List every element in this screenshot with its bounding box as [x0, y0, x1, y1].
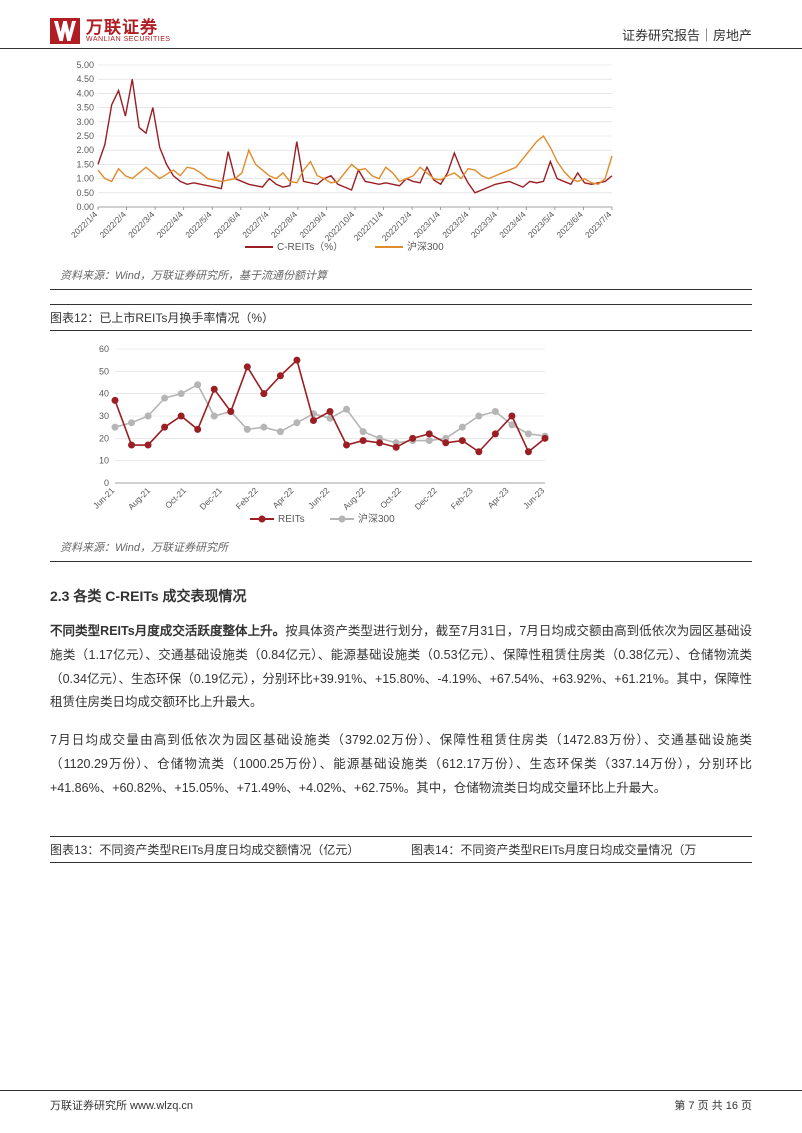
svg-text:5.00: 5.00 [76, 60, 94, 70]
svg-text:Apr-22: Apr-22 [270, 485, 295, 510]
chart14-title: 图表14：不同资产类型REITs月度日均成交量情况（万 [411, 841, 752, 858]
footer-left: 万联证券研究所 www.wlzq.cn [50, 1097, 193, 1113]
bottom-chart-titles: 图表13：不同资产类型REITs月度日均成交额情况（亿元） 图表14：不同资产类… [50, 836, 752, 863]
svg-text:2.50: 2.50 [76, 131, 94, 141]
divider [50, 289, 752, 290]
footer-right: 第 7 页 共 16 页 [674, 1097, 752, 1113]
divider [50, 561, 752, 562]
svg-text:2023/4/4: 2023/4/4 [497, 209, 528, 240]
svg-text:2.00: 2.00 [76, 145, 94, 155]
svg-text:2022/1/4: 2022/1/4 [69, 209, 100, 240]
logo-en: WANLIAN SECURITIES [86, 36, 171, 43]
chart1-source: 资料来源：Wind，万联证券研究所，基于流通份额计算 [60, 267, 802, 283]
chart2-source: 资料来源：Wind，万联证券研究所 [60, 539, 802, 555]
paragraph-1: 不同类型REITs月度成交活跃度整体上升。按具体资产类型进行划分，截至7月31日… [50, 620, 752, 715]
svg-text:2022/10/4: 2022/10/4 [323, 209, 357, 243]
svg-text:3.50: 3.50 [76, 103, 94, 113]
svg-text:Aug-22: Aug-22 [341, 485, 368, 512]
chart-daily-turnover: 0.000.501.001.502.002.503.003.504.004.50… [60, 59, 742, 259]
svg-text:Jun-22: Jun-22 [306, 485, 332, 511]
svg-text:2022/5/4: 2022/5/4 [183, 209, 214, 240]
page-header: 万联证券 WANLIAN SECURITIES 证券研究报告｜房地产 [0, 0, 802, 49]
svg-text:Oct-22: Oct-22 [378, 485, 403, 510]
p1-lead: 不同类型REITs月度成交活跃度整体上升。 [50, 624, 285, 638]
paragraph-2: 7月日均成交量由高到低依次为园区基础设施类（3792.02万份）、保障性租赁住房… [50, 729, 752, 800]
svg-text:沪深300: 沪深300 [358, 512, 395, 525]
svg-text:60: 60 [99, 344, 109, 354]
chart-monthly-turnover: 0102030405060Jun-21Aug-21Oct-21Dec-21Feb… [60, 341, 742, 531]
section-body: 2.3 各类 C-REITs 成交表现情况 不同类型REITs月度成交活跃度整体… [0, 586, 802, 800]
svg-text:2023/3/4: 2023/3/4 [469, 209, 500, 240]
svg-text:Jun-21: Jun-21 [91, 485, 117, 511]
chart13-title: 图表13：不同资产类型REITs月度日均成交额情况（亿元） [50, 841, 391, 858]
svg-text:2023/5/4: 2023/5/4 [526, 209, 557, 240]
svg-text:1.00: 1.00 [76, 174, 94, 184]
chart12-title-row: 图表12：已上市REITs月换手率情况（%） [50, 304, 752, 331]
svg-text:2023/2/4: 2023/2/4 [440, 209, 471, 240]
svg-text:2023/6/4: 2023/6/4 [554, 209, 585, 240]
svg-text:20: 20 [99, 433, 109, 443]
svg-text:2022/4/4: 2022/4/4 [155, 209, 186, 240]
svg-text:4.50: 4.50 [76, 74, 94, 84]
svg-text:1.50: 1.50 [76, 159, 94, 169]
svg-text:10: 10 [99, 456, 109, 466]
svg-text:Dec-22: Dec-22 [412, 485, 439, 512]
svg-text:Jun-23: Jun-23 [521, 485, 547, 511]
svg-text:REITs: REITs [278, 514, 305, 525]
header-category: 证券研究报告｜房地产 [622, 25, 752, 44]
chart12-title: 图表12：已上市REITs月换手率情况（%） [50, 311, 274, 325]
logo-icon [50, 18, 80, 44]
svg-text:沪深300: 沪深300 [407, 240, 444, 253]
svg-text:0.50: 0.50 [76, 188, 94, 198]
svg-text:30: 30 [99, 411, 109, 421]
svg-text:C-REITs（%）: C-REITs（%） [277, 241, 343, 253]
svg-text:50: 50 [99, 366, 109, 376]
svg-text:2022/12/4: 2022/12/4 [380, 209, 414, 243]
svg-text:2022/7/4: 2022/7/4 [240, 209, 271, 240]
logo: 万联证券 WANLIAN SECURITIES [50, 18, 171, 44]
svg-text:Aug-21: Aug-21 [126, 485, 153, 512]
svg-text:4.00: 4.00 [76, 88, 94, 98]
logo-cn: 万联证券 [86, 19, 171, 36]
svg-text:Feb-22: Feb-22 [234, 485, 260, 511]
svg-text:2022/6/4: 2022/6/4 [212, 209, 243, 240]
svg-text:Apr-23: Apr-23 [485, 485, 510, 510]
svg-text:Oct-21: Oct-21 [163, 485, 188, 510]
svg-text:2022/2/4: 2022/2/4 [97, 209, 128, 240]
svg-text:2023/7/4: 2023/7/4 [583, 209, 614, 240]
svg-text:3.00: 3.00 [76, 117, 94, 127]
page-footer: 万联证券研究所 www.wlzq.cn 第 7 页 共 16 页 [0, 1090, 802, 1113]
svg-text:2022/8/4: 2022/8/4 [269, 209, 300, 240]
section-heading: 2.3 各类 C-REITs 成交表现情况 [50, 586, 752, 606]
svg-text:Dec-21: Dec-21 [197, 485, 224, 512]
svg-text:2022/3/4: 2022/3/4 [126, 209, 157, 240]
svg-text:2023/1/4: 2023/1/4 [412, 209, 443, 240]
svg-text:40: 40 [99, 389, 109, 399]
svg-text:Feb-23: Feb-23 [449, 485, 475, 511]
